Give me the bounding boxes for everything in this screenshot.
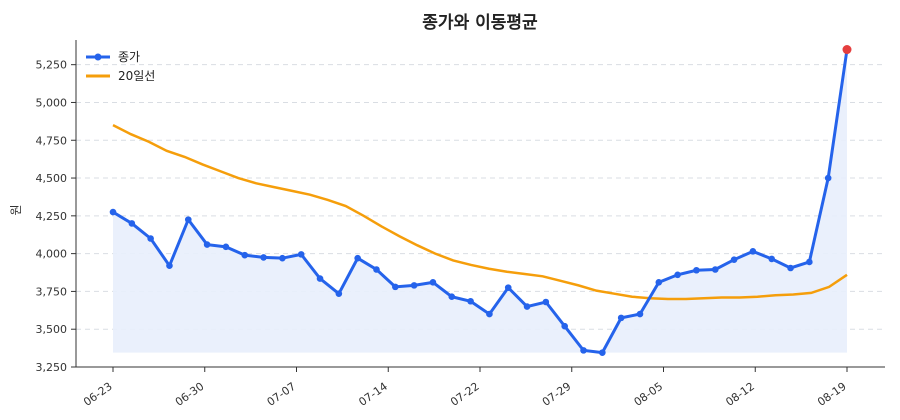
close-point bbox=[599, 349, 606, 356]
x-tick-label: 08-19 bbox=[815, 380, 849, 409]
x-tick-label: 08-12 bbox=[723, 380, 757, 409]
close-point bbox=[392, 283, 399, 291]
close-point bbox=[693, 266, 700, 274]
close-point bbox=[297, 251, 305, 258]
close-point bbox=[467, 297, 474, 305]
x-tick-label: 06-30 bbox=[173, 380, 207, 409]
y-tick-label: 3,500 bbox=[36, 323, 68, 336]
close-point bbox=[768, 255, 776, 263]
close-point bbox=[523, 303, 531, 310]
close-point bbox=[241, 251, 249, 259]
y-ticks: 3,250 3,500 3,750 4,000 4,250 4,500 4,750 5,000… bbox=[36, 59, 76, 374]
x-tick-label: 07-29 bbox=[540, 380, 574, 409]
close-points bbox=[109, 45, 852, 356]
ma-line bbox=[112, 124, 848, 301]
y-tick-label: 4,750 bbox=[36, 134, 68, 147]
close-point bbox=[222, 243, 230, 251]
legend-close-label: 종가 bbox=[118, 50, 140, 64]
y-axis-label: 원 bbox=[9, 204, 23, 215]
x-tick-label: 07-22 bbox=[448, 380, 482, 409]
close-point bbox=[316, 275, 324, 282]
close-line bbox=[112, 49, 849, 355]
close-point bbox=[561, 322, 568, 330]
x-ticks: 06-23 06-30 07-07 07-14 07-22 07-29 08-05 08-12… bbox=[81, 367, 849, 409]
legend-close-marker bbox=[94, 53, 102, 61]
close-point bbox=[373, 266, 380, 273]
close-point bbox=[787, 264, 794, 272]
close-point bbox=[580, 347, 587, 354]
close-point bbox=[749, 248, 757, 255]
legend-ma-label: 20일선 bbox=[118, 69, 155, 83]
x-tick-label: 07-14 bbox=[356, 380, 390, 409]
x-tick-label: 07-07 bbox=[265, 380, 299, 409]
close-point bbox=[655, 279, 663, 286]
close-point bbox=[636, 310, 644, 318]
close-point bbox=[410, 282, 418, 289]
series-lines bbox=[112, 49, 849, 355]
close-point bbox=[504, 284, 512, 291]
close-point bbox=[354, 254, 361, 262]
close-point bbox=[166, 262, 173, 270]
close-point bbox=[203, 241, 211, 248]
close-point bbox=[448, 293, 456, 301]
y-tick-label: 3,750 bbox=[36, 285, 68, 298]
close-point bbox=[128, 220, 136, 227]
last-close-point bbox=[842, 45, 852, 55]
y-tick-label: 4,250 bbox=[36, 210, 68, 223]
x-tick-label: 06-23 bbox=[81, 380, 115, 409]
close-point bbox=[486, 310, 493, 318]
x-tick-label: 08-05 bbox=[632, 380, 666, 409]
close-point bbox=[711, 266, 719, 273]
close-point bbox=[806, 258, 813, 266]
close-area-fill bbox=[113, 49, 847, 353]
close-point bbox=[109, 208, 117, 216]
y-tick-label: 4,500 bbox=[36, 172, 68, 185]
close-area bbox=[113, 49, 847, 353]
close-point bbox=[542, 298, 550, 306]
close-point bbox=[335, 290, 343, 297]
y-tick-label: 5,250 bbox=[36, 59, 68, 72]
close-point bbox=[617, 314, 625, 322]
y-tick-label: 4,000 bbox=[36, 248, 68, 261]
y-tick-label: 5,000 bbox=[36, 96, 68, 109]
legend: 종가 20일선 bbox=[86, 50, 155, 83]
close-point bbox=[674, 271, 681, 279]
close-point bbox=[429, 279, 437, 286]
close-point bbox=[730, 256, 738, 263]
close-point bbox=[184, 216, 192, 223]
close-point bbox=[260, 254, 267, 261]
close-point bbox=[279, 254, 286, 262]
close-point bbox=[824, 174, 832, 182]
close-point bbox=[147, 235, 154, 242]
chart-title: 종가와 이동평균 bbox=[422, 13, 538, 33]
y-tick-label: 3,250 bbox=[36, 361, 68, 374]
